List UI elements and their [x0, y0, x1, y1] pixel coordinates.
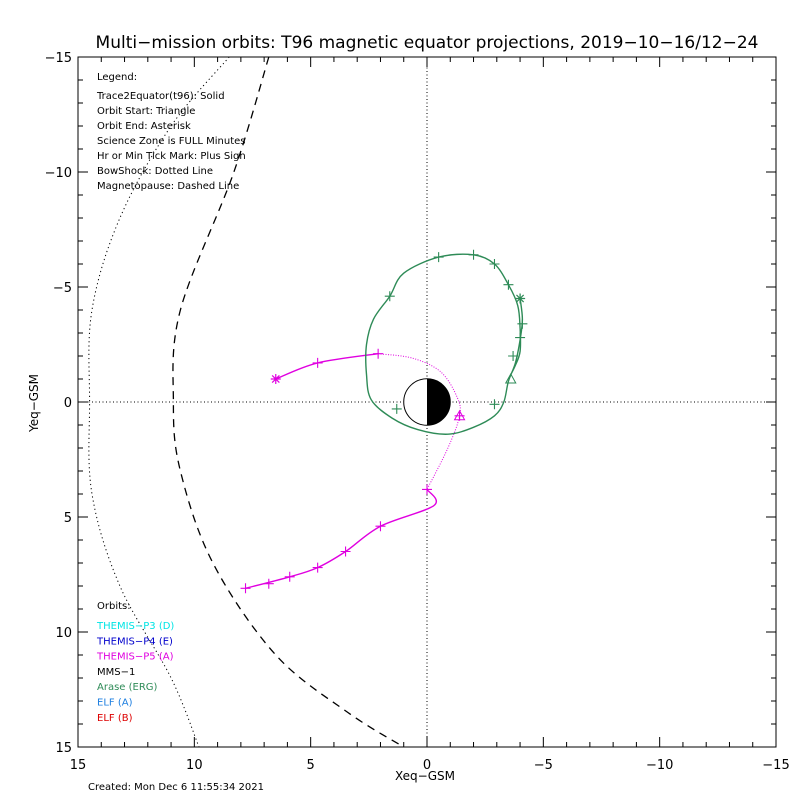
legend-line: Magnetopause: Dashed Line: [97, 181, 239, 192]
orbit-legend-item: MMS−1: [97, 667, 135, 678]
series-0-tick-mark-7: [284, 571, 295, 582]
x-tick-label: −5: [534, 758, 553, 773]
y-tick-label: 10: [55, 626, 72, 641]
x-tick-label: −10: [646, 758, 673, 773]
x-tick-label: −15: [762, 758, 789, 773]
orbit-legend-item: ELF (B): [97, 713, 133, 724]
orbit-legend-item: THEMIS−P4 (E): [96, 636, 173, 647]
y-tick-label: −10: [45, 166, 72, 181]
x-tick-label: 0: [423, 758, 431, 773]
orbits-legend: Orbits: THEMIS−P3 (D) THEMIS−P4 (E) THEMIS−…: [96, 601, 174, 724]
y-tick-label: 5: [64, 511, 72, 526]
legend: Legend: Trace2Equator(t96): Solid Orbit St…: [96, 72, 246, 192]
series-1-tick-mark-3: [503, 279, 514, 290]
orbit-legend-item: ELF (A): [97, 698, 133, 709]
y-tick-label: 0: [64, 396, 72, 411]
x-tick-label: 10: [186, 758, 203, 773]
legend-line: Hr or Min Tick Mark: Plus Sign: [97, 151, 246, 162]
series-0-start-marker: [453, 409, 466, 421]
earth-symbol: [403, 378, 451, 426]
orbits-heading: Orbits:: [97, 601, 131, 612]
x-tick-label: 5: [307, 758, 315, 773]
series-1-start-marker: [504, 372, 517, 384]
legend-line: BowShock: Dotted Line: [97, 166, 213, 177]
chart-title: Multi−mission orbits: T96 magnetic equat…: [96, 33, 759, 53]
y-axis-label: Yeq−GSM: [27, 374, 41, 433]
series-0-tick-mark-6: [312, 562, 323, 573]
orbit-legend-item: THEMIS−P5 (A): [96, 652, 174, 663]
legend-line: Orbit End: Asterisk: [97, 121, 191, 132]
series-0-tick-mark-1: [373, 348, 384, 359]
series-1-end-marker: [515, 293, 526, 304]
series-1-tick-mark-10: [489, 399, 500, 410]
series-1-tick-mark-2: [489, 259, 500, 269]
created-timestamp: Created: Mon Dec 6 11:55:34 2021: [88, 782, 264, 793]
series-1-tick-mark-7: [515, 332, 526, 343]
series-0-solid-line-2: [245, 488, 438, 589]
orbit-legend-item: THEMIS−P3 (D): [96, 621, 174, 632]
series-0-solid-line: [275, 353, 379, 380]
earth-night-side: [427, 378, 451, 426]
x-axis-label: Xeq−GSM: [395, 769, 455, 783]
series-0-tick-mark-0: [312, 357, 323, 368]
series-0-dotted-line: [378, 353, 461, 490]
legend-line: Trace2Equator(t96): Solid: [96, 91, 225, 102]
series-1-tick-mark-0: [433, 252, 444, 263]
boundary-lines: [88, 56, 405, 748]
series-1-tick-mark-6: [517, 318, 528, 329]
series-0-end-marker: [270, 374, 281, 384]
series-0-tick-mark-5: [340, 546, 351, 557]
series-1-tick-mark-9: [391, 403, 402, 414]
magnetopause-line: [172, 56, 405, 748]
series-1-tick-mark-1: [468, 249, 479, 260]
series-0-tick-mark-9: [240, 583, 251, 594]
axis-ticks: 15 10 5 0 −5 −10 −15 −15 −10 −5 0 5 10 15: [45, 51, 790, 773]
x-tick-label: 15: [70, 758, 87, 773]
y-tick-label: −5: [53, 281, 72, 296]
legend-line: Science Zone is FULL Minutes: [97, 136, 246, 147]
legend-heading: Legend:: [97, 72, 137, 83]
y-tick-label: −15: [45, 51, 72, 66]
zero-lines: [78, 57, 776, 747]
orbit-legend-item: Arase (ERG): [97, 682, 158, 693]
legend-line: Orbit Start: Triangle: [97, 106, 195, 117]
series-1-tick-mark-4: [384, 291, 395, 302]
orbit-series: [240, 249, 528, 594]
series-0-tick-mark-3: [422, 484, 432, 495]
series-0-tick-mark-8: [263, 578, 274, 589]
series-0-tick-mark-4: [375, 521, 386, 532]
series-1-tick-mark-8: [508, 351, 519, 361]
y-tick-label: 15: [55, 741, 72, 756]
